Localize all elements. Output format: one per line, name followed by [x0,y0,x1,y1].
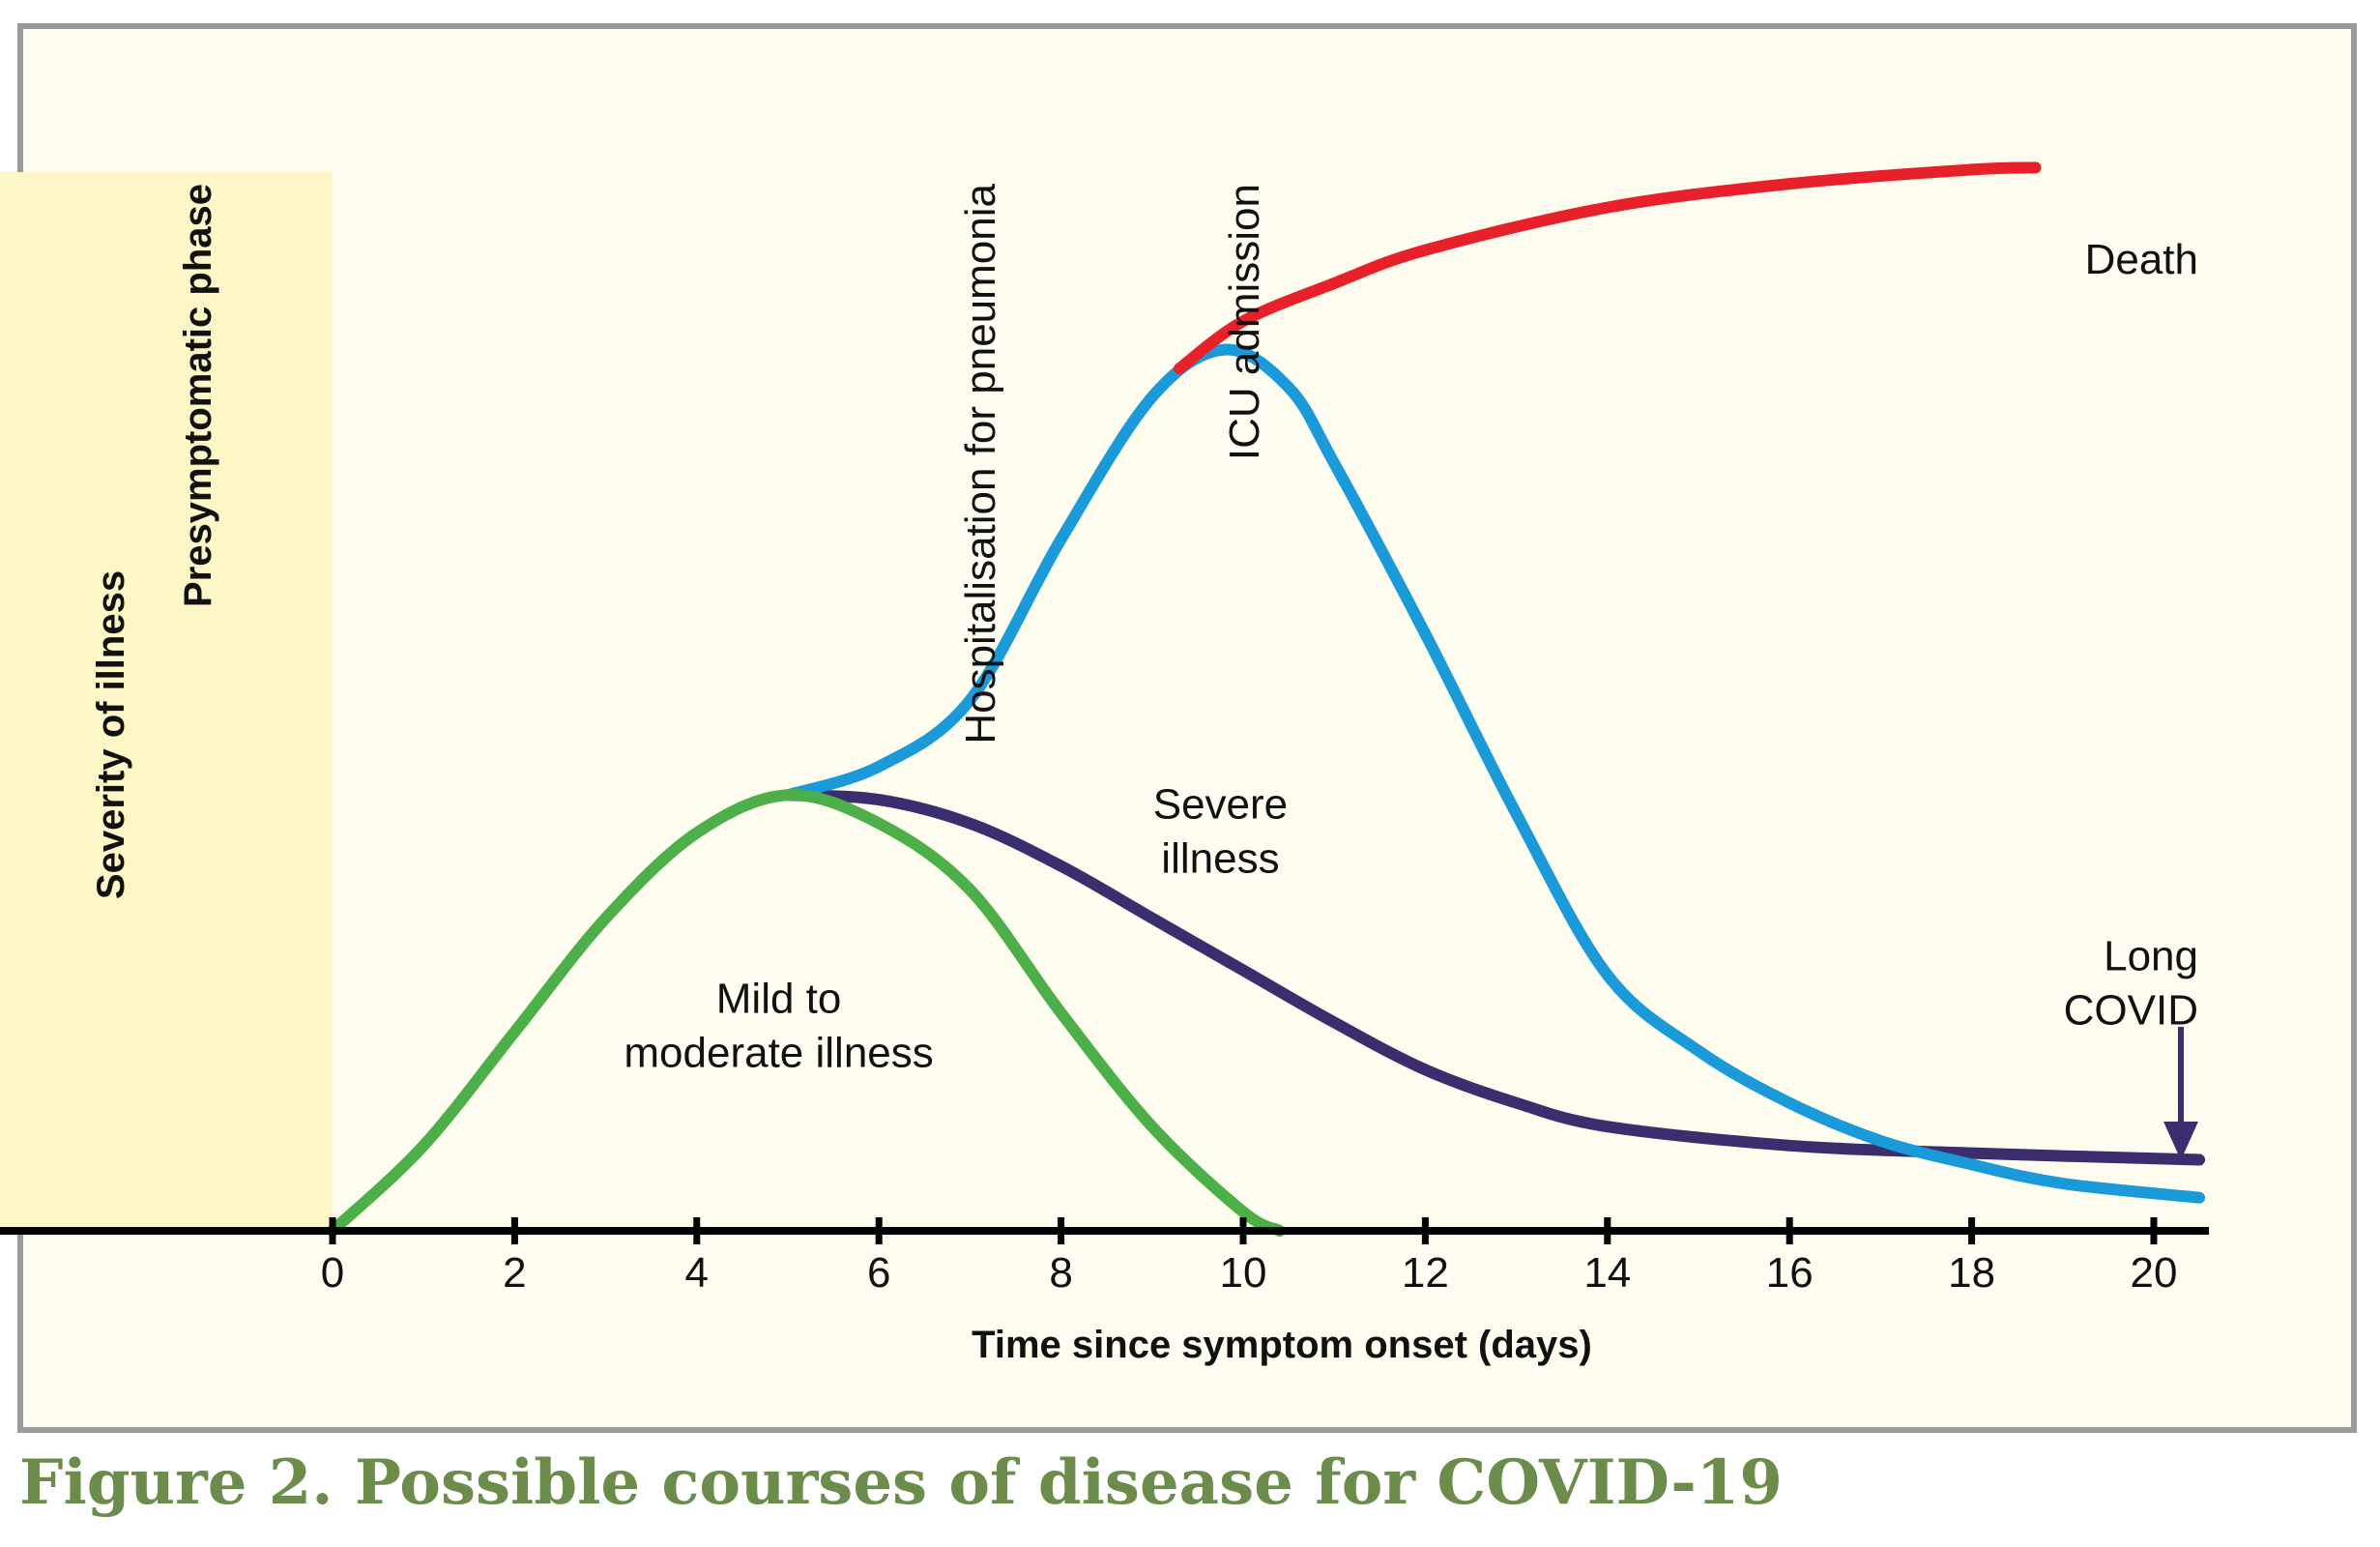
x-tick-label: 10 [1220,1249,1267,1297]
event-label-icu-admission: ICU admission [1221,184,1268,460]
series-line-severe-illness [782,343,2206,1204]
x-tick-label: 14 [1583,1249,1631,1297]
y-axis-title: Severity of illness [90,570,132,899]
x-tick-label: 20 [2131,1249,2178,1297]
axes-layer: -502468101214161820 [0,1217,2210,1297]
presymptomatic-phase-label: Presymptomatic phase [177,184,219,607]
series-layer [327,161,2206,1237]
x-tick-label: 18 [1948,1249,1995,1297]
long-covid-arrow-head [2163,1122,2198,1160]
x-tick-label: 2 [503,1249,526,1297]
series-label-long-covid: Long COVID [2064,933,2198,1035]
presymptomatic-band [0,172,333,1231]
series-label-severe-illness: Severe illness [1153,781,1288,883]
x-tick-label: 8 [1049,1249,1072,1297]
series-label-mild-to-moderate-illness: Mild to moderate illness [624,976,933,1077]
figure-caption: Figure 2. Possible courses of disease fo… [19,1446,1783,1519]
x-tick-label: 6 [867,1249,890,1297]
series-line-mild-to-moderate-illness [327,789,1286,1237]
figure-frame [17,23,2357,1433]
x-tick-label: 0 [321,1249,344,1297]
series-label-death: Death [2085,236,2198,283]
series-line-long-covid [782,789,2206,1166]
labels-layer: Time since symptom onset (days) Severity … [90,183,2198,1366]
series-line-death [1174,161,2042,375]
x-tick-label: 4 [685,1249,709,1297]
x-tick-label: 16 [1766,1249,1814,1297]
event-label-hospitalisation-for-pneumonia: Hospitalisation for pneumonia [957,183,1004,744]
x-tick-label: 12 [1402,1249,1449,1297]
x-axis-title: Time since symptom onset (days) [972,1324,1592,1366]
